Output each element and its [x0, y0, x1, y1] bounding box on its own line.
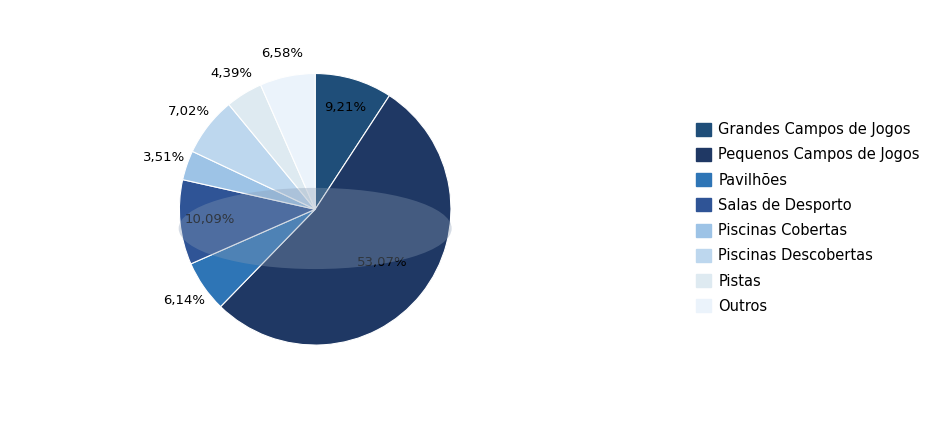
Wedge shape	[193, 105, 315, 209]
Legend: Grandes Campos de Jogos, Pequenos Campos de Jogos, Pavilhões, Salas de Desporto,: Grandes Campos de Jogos, Pequenos Campos…	[696, 122, 920, 314]
Text: 10,09%: 10,09%	[184, 213, 235, 226]
Wedge shape	[180, 180, 315, 264]
Text: 6,58%: 6,58%	[261, 47, 303, 60]
Wedge shape	[229, 85, 315, 209]
Text: 4,39%: 4,39%	[210, 67, 253, 80]
Wedge shape	[191, 209, 315, 307]
Wedge shape	[221, 95, 451, 345]
Text: 7,02%: 7,02%	[169, 105, 210, 118]
Wedge shape	[260, 74, 315, 209]
Text: 3,51%: 3,51%	[144, 151, 185, 164]
Text: 9,21%: 9,21%	[324, 101, 366, 114]
Wedge shape	[315, 74, 389, 209]
Text: 53,07%: 53,07%	[357, 256, 407, 269]
Ellipse shape	[179, 188, 451, 269]
Text: 6,14%: 6,14%	[163, 294, 205, 307]
Wedge shape	[183, 151, 315, 209]
